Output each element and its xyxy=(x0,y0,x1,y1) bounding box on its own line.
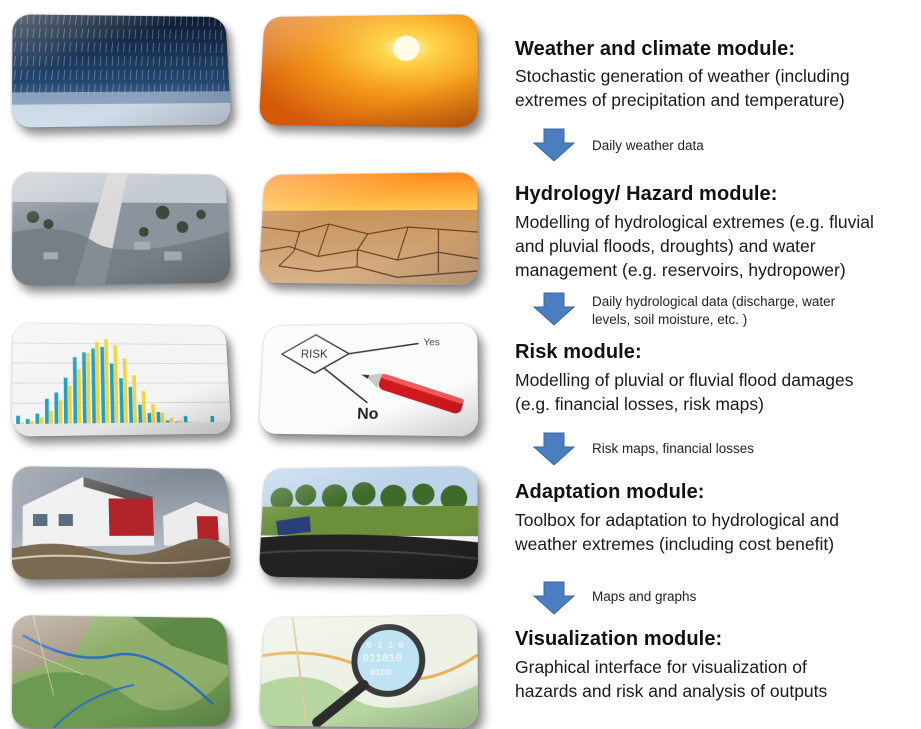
hydrology-output-label: Daily hydrological data (discharge, wate… xyxy=(592,293,912,329)
risk-decision-image: RISK Yes No xyxy=(259,323,478,436)
description-line: management (e.g. reservoirs, hydropower) xyxy=(515,258,919,282)
down-arrow-icon xyxy=(533,581,575,615)
weather-module-description: Stochastic generation of weather (includ… xyxy=(515,64,919,112)
risk-module-title: Risk module: xyxy=(515,341,642,364)
down-arrow-icon xyxy=(533,128,575,162)
arrow-label-line: Risk maps, financial losses xyxy=(592,440,912,458)
thumbnail-bar-blue xyxy=(175,422,179,423)
description-line: weather extremes (including cost benefit… xyxy=(515,532,919,556)
no-label: No xyxy=(357,405,379,423)
flood-highway-image xyxy=(12,172,231,285)
thumbnail-bar-yellow xyxy=(68,386,72,424)
adaptation-module-description: Toolbox for adaptation to hydrological a… xyxy=(515,508,919,556)
thumbnail-bar-yellow xyxy=(40,417,44,423)
description-line: Modelling of hydrological extremes (e.g.… xyxy=(515,210,919,234)
sun-image xyxy=(259,14,478,127)
hydrology-module-description: Modelling of hydrological extremes (e.g.… xyxy=(515,210,919,282)
description-line: Modelling of pluvial or fluvial flood da… xyxy=(515,368,919,392)
adaptation-module-title: Adaptation module: xyxy=(515,481,705,504)
description-line: (e.g. financial losses, risk maps) xyxy=(515,392,919,416)
thumbnail-bar-blue xyxy=(73,357,77,423)
thumbnail-bar-yellow xyxy=(170,418,174,423)
thumbnail-bar-blue xyxy=(184,416,188,422)
thumbnail-bar-yellow xyxy=(179,420,183,422)
thumbnail-bar-blue xyxy=(210,416,214,422)
risk-module-description: Modelling of pluvial or fluvial flood da… xyxy=(515,368,919,416)
description-line: Stochastic generation of weather (includ… xyxy=(515,64,919,88)
thumbnail-bar-blue xyxy=(54,392,58,423)
thumbnail-bar-yellow xyxy=(20,423,24,424)
description-line: and pluvial floods, droughts) and water xyxy=(515,234,919,258)
thumbnail-bar-blue xyxy=(157,412,161,423)
thumbnail-bar-yellow xyxy=(77,369,81,423)
thumbnail-bar-blue xyxy=(64,378,68,424)
thumbnail-bar-yellow xyxy=(188,421,192,422)
visualization-module-title: Visualization module: xyxy=(515,628,722,651)
map-magnifier-image: 0 1 1 0 011010 0100 xyxy=(259,615,478,728)
binary-line-1: 0 1 1 0 xyxy=(367,640,405,650)
thumbnail-bar-blue xyxy=(16,416,20,424)
thumbnail-bar-yellow xyxy=(161,413,165,423)
binary-line-3: 0100 xyxy=(370,668,392,678)
thumbnail-bar-blue xyxy=(166,420,170,422)
thumbnail-bar-blue xyxy=(35,414,39,424)
thumbnail-bar-yellow xyxy=(49,411,53,424)
description-line: Graphical interface for visualization of xyxy=(515,655,919,679)
adaptation-output-label: Maps and graphs xyxy=(592,588,912,606)
terrain-map-image xyxy=(12,615,231,728)
arrow-label-line: Maps and graphs xyxy=(592,588,912,606)
binary-line-2: 011010 xyxy=(362,653,402,665)
reservoir-image xyxy=(259,466,478,579)
risk-output-label: Risk maps, financial losses xyxy=(592,440,912,458)
description-line: hazards and risk and analysis of outputs xyxy=(515,679,919,703)
down-arrow-icon xyxy=(533,292,575,326)
thumbnail-bar-blue xyxy=(138,405,142,423)
yes-label: Yes xyxy=(423,337,440,348)
down-arrow-icon xyxy=(533,432,575,466)
weather-output-label: Daily weather data xyxy=(592,137,912,155)
thumbnail-bar-blue xyxy=(26,419,30,424)
hydrology-module-title: Hydrology/ Hazard module: xyxy=(515,183,778,206)
thumbnail-bar-yellow xyxy=(151,404,155,423)
arrow-label-line: Daily weather data xyxy=(592,137,912,155)
visualization-module-description: Graphical interface for visualization of… xyxy=(515,655,919,703)
thumbnail-bar-blue xyxy=(148,413,152,423)
description-line: Toolbox for adaptation to hydrological a… xyxy=(515,508,919,532)
arrow-label-line: Daily hydrological data (discharge, wate… xyxy=(592,293,912,311)
bar-chart-image xyxy=(12,323,231,436)
arrow-label-line: levels, soil moisture, etc. ) xyxy=(592,311,912,329)
risk-label: RISK xyxy=(301,348,329,361)
flooded-houses-image xyxy=(12,466,231,579)
rain-image xyxy=(12,14,231,127)
thumbnail-bar-blue xyxy=(45,399,49,424)
weather-module-title: Weather and climate module: xyxy=(515,38,795,61)
thumbnail-bar-yellow xyxy=(59,400,63,423)
description-line: extremes of precipitation and temperatur… xyxy=(515,88,919,112)
thumbnail-bar-yellow xyxy=(30,421,34,424)
drought-image xyxy=(259,172,478,285)
